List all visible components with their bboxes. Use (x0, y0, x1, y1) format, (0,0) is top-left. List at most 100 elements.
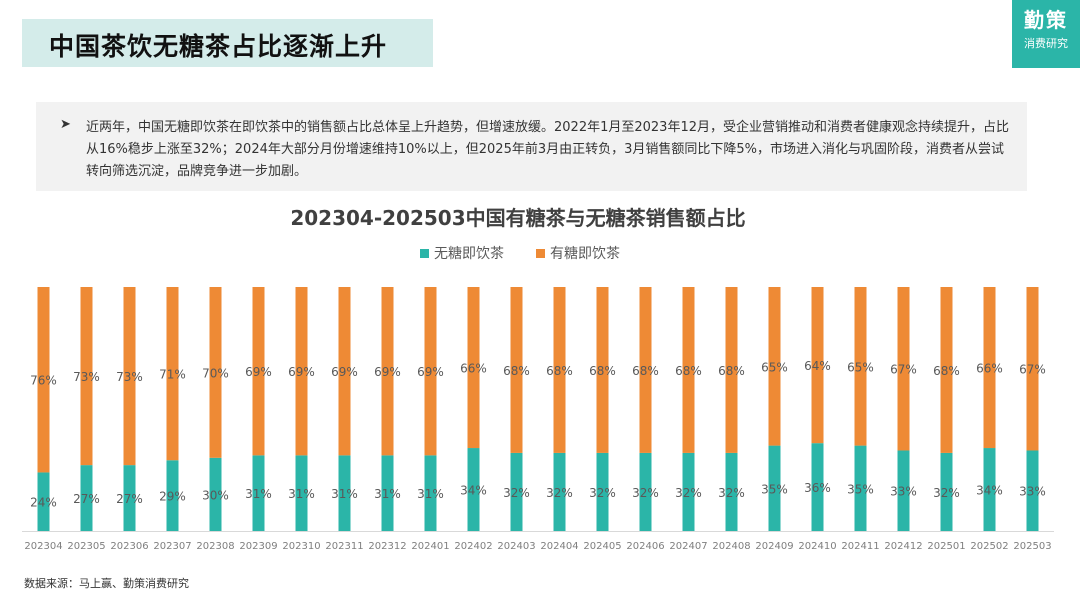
sugar-free-label-202311: 31% (331, 487, 358, 501)
x-tick-202305: 202305 (67, 541, 105, 552)
sugar-free-label-202305: 27% (73, 492, 100, 506)
sugared-label-202502: 66% (976, 362, 1003, 376)
sugar-free-label-202402: 34% (460, 484, 487, 498)
sugar-free-label-202403: 32% (503, 486, 530, 500)
sugared-label-202401: 69% (417, 365, 444, 379)
x-tick-202502: 202502 (970, 541, 1008, 552)
sugared-label-202406: 68% (632, 364, 659, 378)
sugared-bar-202401 (424, 287, 437, 456)
sugar-free-bar-202409 (768, 445, 781, 531)
sugared-bar-202404 (553, 287, 566, 453)
sugar-free-bar-202410 (811, 443, 824, 531)
legend-swatch-1 (420, 249, 429, 258)
x-tick-202304: 202304 (24, 541, 62, 552)
sugared-label-202503: 67% (1019, 363, 1046, 377)
x-tick-202405: 202405 (583, 541, 621, 552)
x-tick-202411: 202411 (841, 541, 879, 552)
sugar-free-label-202409: 35% (761, 482, 788, 496)
x-tick-202401: 202401 (411, 541, 449, 552)
x-tick-202308: 202308 (196, 541, 234, 552)
sugared-bar-202403 (510, 287, 523, 453)
summary-text: 近两年，中国无糖即饮茶在即饮茶中的销售额占比总体呈上升趋势，但增速放缓。2022… (86, 120, 1009, 179)
sugar-free-bar-202404 (553, 452, 566, 531)
sugar-free-label-202309: 31% (245, 487, 272, 501)
sugar-free-label-202407: 32% (675, 486, 702, 500)
sugared-bar-202407 (682, 287, 695, 453)
sugar-free-label-202502: 34% (976, 484, 1003, 498)
x-tick-202404: 202404 (540, 541, 578, 552)
sugared-label-202306: 73% (116, 370, 143, 384)
brand-logo: 勤策 消费研究 (1012, 0, 1080, 68)
sugared-label-202412: 67% (890, 363, 917, 377)
sugar-free-label-202503: 33% (1019, 485, 1046, 499)
sugared-bar-202307 (166, 287, 179, 461)
sugar-free-bar-202306 (123, 465, 136, 531)
sugar-free-label-202307: 29% (159, 490, 186, 504)
sugar-free-label-202401: 31% (417, 487, 444, 501)
x-tick-202503: 202503 (1013, 541, 1051, 552)
sugared-label-202411: 65% (847, 360, 874, 374)
sugared-bar-202305 (80, 287, 93, 466)
sugar-free-bar-202311 (338, 455, 351, 531)
legend-label-2: 有糖即饮茶 (550, 246, 620, 262)
sugared-label-202309: 69% (245, 365, 272, 379)
x-tick-202312: 202312 (368, 541, 406, 552)
sugared-bar-202503 (1026, 287, 1039, 451)
page-title: 中国茶饮无糖茶占比逐渐上升 (49, 32, 388, 61)
x-tick-202311: 202311 (325, 541, 363, 552)
sugared-label-202410: 64% (804, 359, 831, 373)
sugared-bar-202408 (725, 287, 738, 453)
sugar-free-label-202308: 30% (202, 488, 229, 502)
sugar-free-bar-202401 (424, 455, 437, 531)
sugared-bar-202306 (123, 287, 136, 466)
sugar-free-bar-202502 (983, 448, 996, 531)
sugar-free-bar-202411 (854, 445, 867, 531)
sugared-bar-202501 (940, 287, 953, 453)
sugared-label-202405: 68% (589, 364, 616, 378)
sugared-label-202408: 68% (718, 364, 745, 378)
sugar-free-bar-202408 (725, 452, 738, 531)
x-tick-202412: 202412 (884, 541, 922, 552)
sugared-bar-202410 (811, 287, 824, 444)
x-tick-202403: 202403 (497, 541, 535, 552)
sugared-bar-202310 (295, 287, 308, 456)
sugar-free-label-202312: 31% (374, 487, 401, 501)
x-tick-202310: 202310 (282, 541, 320, 552)
sugared-label-202305: 73% (73, 370, 100, 384)
x-tick-202501: 202501 (927, 541, 965, 552)
sugar-free-bar-202310 (295, 455, 308, 531)
legend-swatch-2 (536, 249, 545, 258)
x-tick-202408: 202408 (712, 541, 750, 552)
sugared-bar-202502 (983, 287, 996, 449)
sugared-label-202307: 71% (159, 368, 186, 382)
sugared-bar-202409 (768, 287, 781, 446)
sugar-free-bar-202305 (80, 465, 93, 531)
sugar-free-bar-202405 (596, 452, 609, 531)
sugared-bar-202402 (467, 287, 480, 449)
sugared-bar-202411 (854, 287, 867, 446)
sugared-label-202310: 69% (288, 365, 315, 379)
sugared-label-202403: 68% (503, 364, 530, 378)
sugar-free-bar-202503 (1026, 450, 1039, 531)
x-tick-202409: 202409 (755, 541, 793, 552)
sugared-label-202407: 68% (675, 364, 702, 378)
x-tick-202407: 202407 (669, 541, 707, 552)
summary-panel: ➤ 近两年，中国无糖即饮茶在即饮茶中的销售额占比总体呈上升趋势，但增速放缓。20… (36, 102, 1027, 191)
sugared-label-202304: 76% (30, 374, 57, 388)
x-tick-202410: 202410 (798, 541, 836, 552)
sugared-bar-202412 (897, 287, 910, 451)
sugared-label-202409: 65% (761, 360, 788, 374)
sugared-label-202404: 68% (546, 364, 573, 378)
sugar-free-bar-202407 (682, 452, 695, 531)
sugar-free-bar-202307 (166, 460, 179, 531)
sugar-free-label-202501: 32% (933, 486, 960, 500)
sugared-label-202311: 69% (331, 365, 358, 379)
x-tick-202307: 202307 (153, 541, 191, 552)
sugar-free-label-202412: 33% (890, 485, 917, 499)
sugar-free-bar-202304 (37, 472, 50, 531)
x-tick-202402: 202402 (454, 541, 492, 552)
sugar-free-label-202310: 31% (288, 487, 315, 501)
sugar-free-label-202410: 36% (804, 481, 831, 495)
sugared-label-202402: 66% (460, 362, 487, 376)
chart-title: 202304-202503中国有糖茶与无糖茶销售额占比 (290, 206, 745, 230)
